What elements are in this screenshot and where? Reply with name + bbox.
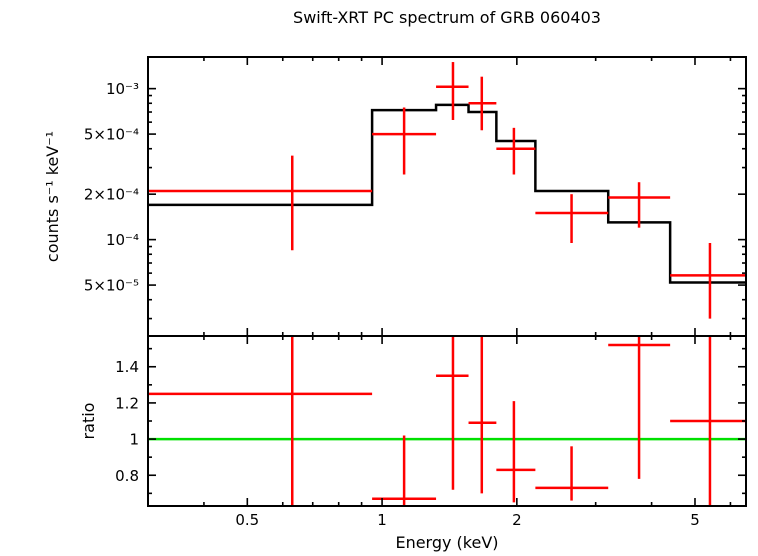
ratio-ticks bbox=[148, 336, 746, 506]
x-tick-label: 0.5 bbox=[235, 511, 259, 529]
spectrum-y-tick-label: 2×10⁻⁴ bbox=[84, 186, 139, 204]
spectrum-data-point bbox=[670, 242, 746, 319]
x-tick-label: 2 bbox=[512, 511, 522, 529]
spectrum-data-point bbox=[468, 76, 497, 131]
ratio-data-point bbox=[608, 336, 671, 479]
ratio-data-point bbox=[670, 336, 746, 506]
spectrum-data-layer bbox=[148, 62, 746, 319]
spectrum-y-tick-label: 10⁻³ bbox=[106, 80, 139, 98]
spectrum-y-tick-label: 10⁻⁴ bbox=[106, 231, 139, 249]
ratio-data-layer bbox=[148, 336, 746, 506]
ratio-y-tick-label: 1 bbox=[129, 431, 139, 449]
ratio-data-point bbox=[148, 336, 373, 506]
ratio-data-point bbox=[436, 336, 469, 490]
spectrum-data-point bbox=[496, 127, 536, 175]
ratio-y-axis-label: ratio bbox=[79, 403, 98, 440]
spectrum-data-point bbox=[608, 182, 671, 228]
ratio-y-tick-label: 1.2 bbox=[115, 394, 139, 412]
ratio-frame bbox=[147, 335, 747, 507]
ratio-data-point bbox=[496, 401, 536, 503]
chart-title: Swift-XRT PC spectrum of GRB 060403 bbox=[293, 8, 601, 27]
spectrum-data-point bbox=[436, 62, 469, 120]
x-axis-label: Energy (keV) bbox=[395, 533, 498, 552]
spectrum-y-tick-label: 5×10⁻⁴ bbox=[84, 126, 139, 144]
spectrum-data-point bbox=[535, 194, 609, 243]
ratio-data-point bbox=[468, 336, 497, 494]
x-tick-label: 1 bbox=[377, 511, 387, 529]
ratio-y-tick-label: 1.4 bbox=[115, 358, 139, 376]
ratio-y-tick-label: 0.8 bbox=[115, 467, 139, 485]
ratio-data-point bbox=[535, 446, 609, 501]
spectrum-data-point bbox=[148, 155, 373, 251]
model-step-line bbox=[148, 103, 746, 284]
spectrum-ticks bbox=[148, 57, 746, 336]
x-tick-label: 5 bbox=[690, 511, 700, 529]
spectrum-data-point bbox=[372, 107, 437, 175]
spectrum-y-tick-label: 5×10⁻⁵ bbox=[84, 277, 139, 295]
spectrum-y-axis-label: counts s⁻¹ keV⁻¹ bbox=[43, 131, 62, 262]
